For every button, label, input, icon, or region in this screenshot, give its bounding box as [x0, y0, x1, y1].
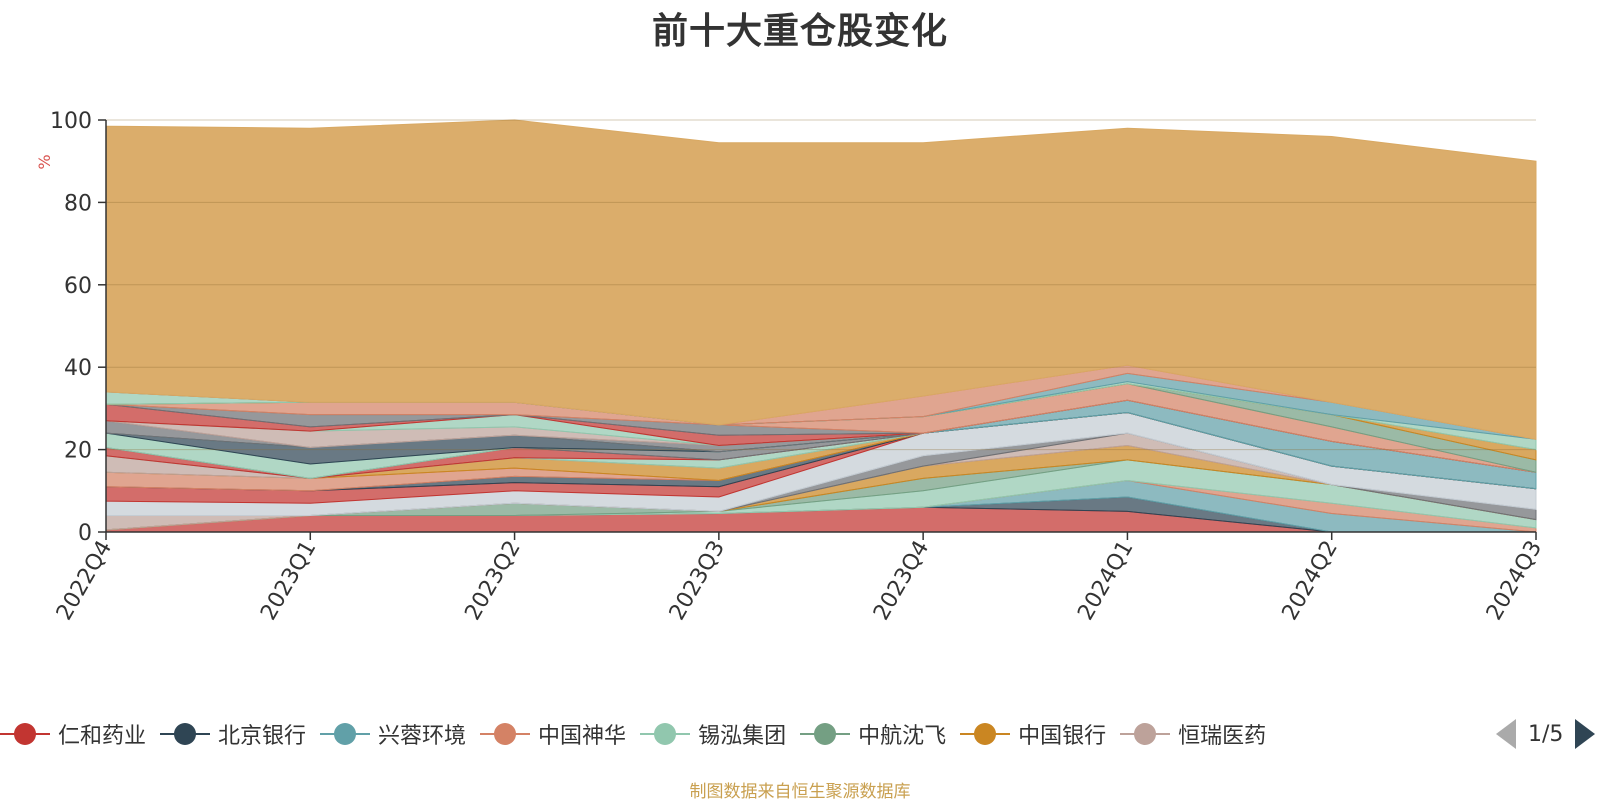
- legend-next-page-button[interactable]: [1575, 719, 1596, 749]
- legend-marker-icon: [800, 719, 851, 749]
- gridlines: [106, 119, 1536, 451]
- legend-marker-icon: [640, 719, 691, 749]
- y-tick-label-0: 0: [78, 521, 92, 546]
- legend-label: 北京银行: [218, 724, 307, 749]
- legend-item-1[interactable]: 北京银行: [160, 714, 306, 754]
- legend-item-5[interactable]: 中航沈飞: [800, 714, 946, 754]
- legend-marker-icon: [0, 719, 50, 749]
- legend-label: 兴蓉环境: [378, 724, 467, 749]
- legend-label: 中航沈飞: [858, 724, 947, 749]
- legend-label: 中国银行: [1018, 724, 1107, 749]
- y-tick-label-1: 20: [64, 439, 92, 464]
- x-tick-label-2: 2023Q2: [460, 537, 525, 625]
- y-tick-label-4: 80: [64, 191, 92, 216]
- legend-marker-icon: [480, 719, 531, 749]
- legend-page-indicator: 1/5: [1528, 721, 1564, 747]
- legend-marker-icon: [960, 719, 1011, 749]
- x-tick-label-6: 2024Q2: [1278, 537, 1343, 625]
- legend-marker-icon: [1120, 719, 1171, 749]
- x-tick-label-7: 2024Q3: [1482, 537, 1547, 625]
- x-tick-label-0: 2022Q4: [52, 537, 117, 625]
- legend-label: 中国神华: [538, 724, 627, 749]
- stacked-areas: [105, 119, 1537, 533]
- legend-item-3[interactable]: 中国神华: [480, 714, 626, 754]
- legend-label: 锡泓集团: [698, 724, 787, 749]
- legend-label: 仁和药业: [58, 724, 147, 749]
- y-axis-unit: %: [35, 154, 54, 169]
- y-tick-label-3: 60: [64, 274, 92, 299]
- y-tick-label-5: 100: [50, 109, 92, 134]
- legend-item-0[interactable]: 仁和药业: [0, 714, 146, 754]
- area-series-32[interactable]: [105, 119, 1537, 440]
- chart-plot: 0 20 40 60 80 100 2022Q4 2023Q1 2023Q2 2023Q3 2023…: [35, 109, 1547, 625]
- legend: 仁和药业 北京银行 兴蓉环境 中国神华 锡泓集团 中航沈飞 中国银行 恒瑞医药: [0, 714, 1485, 754]
- legend-item-7[interactable]: 恒瑞医药: [1120, 714, 1266, 754]
- legend-prev-page-button[interactable]: [1496, 719, 1516, 749]
- x-tick-label-5: 2024Q1: [1073, 537, 1138, 625]
- source-note: 制图数据来自恒生聚源数据库: [689, 782, 911, 802]
- x-tick-label-4: 2023Q4: [869, 537, 934, 625]
- x-tick-label-3: 2023Q3: [665, 537, 730, 625]
- legend-marker-icon: [160, 719, 211, 749]
- x-tick-label-1: 2023Q1: [256, 537, 321, 625]
- legend-marker-icon: [320, 719, 371, 749]
- legend-item-2[interactable]: 兴蓉环境: [320, 714, 466, 754]
- legend-pager: 1/5: [1496, 716, 1596, 752]
- legend-label: 恒瑞医药: [1178, 724, 1267, 749]
- legend-item-4[interactable]: 锡泓集团: [640, 714, 786, 754]
- y-tick-label-2: 40: [64, 356, 92, 381]
- chart-title: 前十大重仓股变化: [651, 11, 948, 52]
- legend-item-6[interactable]: 中国银行: [960, 714, 1106, 754]
